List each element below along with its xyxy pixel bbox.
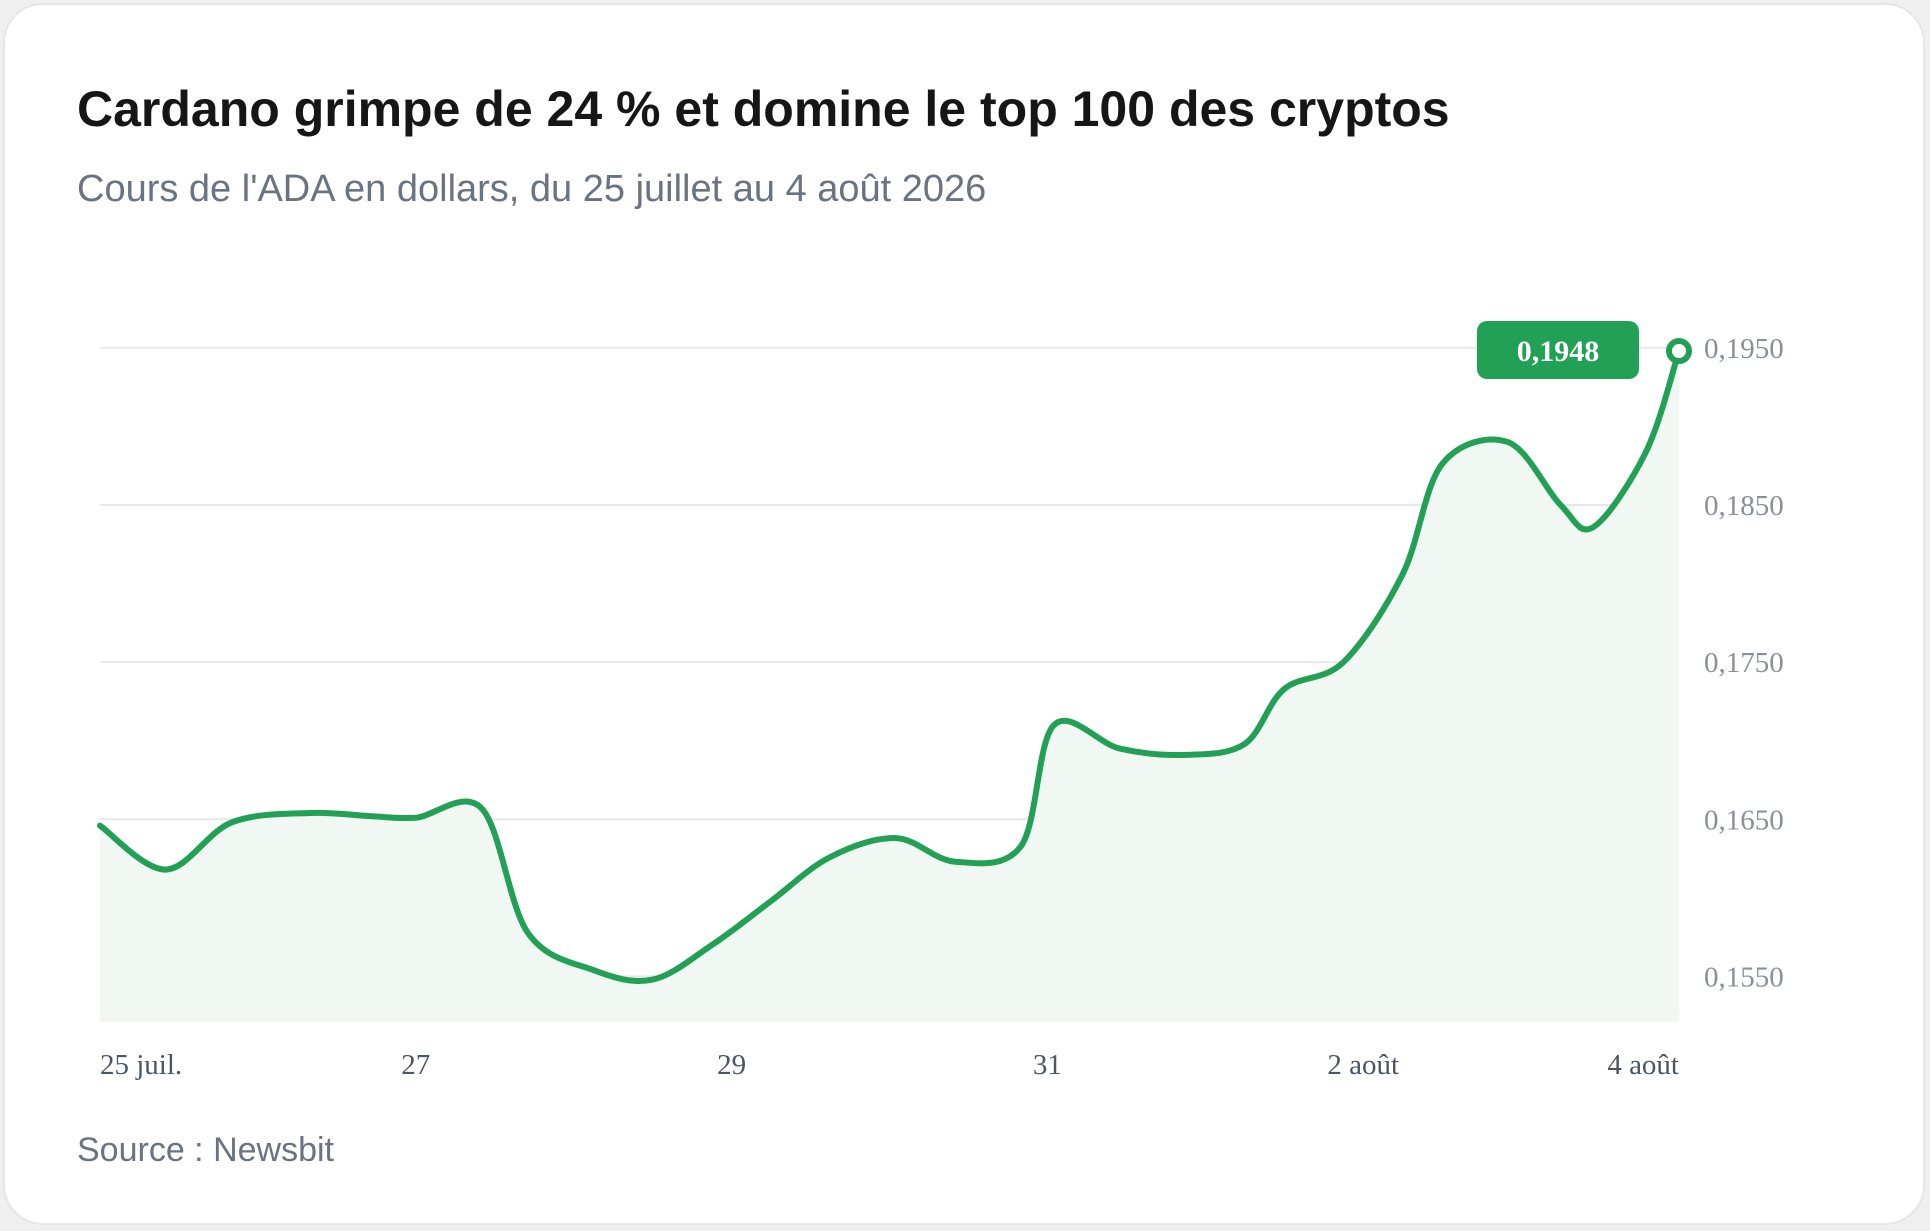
data-point — [367, 813, 373, 819]
data-point — [952, 859, 958, 865]
data-point — [1505, 439, 1511, 445]
y-tick-label: 0,1550 — [1704, 961, 1784, 993]
source-note: Source : Newsbit — [77, 1131, 334, 1169]
last-point-marker — [1666, 338, 1692, 364]
data-point — [1558, 502, 1564, 508]
x-tick-label: 4 août — [1607, 1049, 1679, 1081]
data-point — [1590, 524, 1596, 530]
data-point — [590, 967, 596, 973]
x-tick-label: 25 juil. — [100, 1049, 182, 1081]
price-line — [97, 348, 1682, 984]
price-area — [100, 351, 1679, 1022]
data-point — [650, 977, 656, 983]
data-point — [1439, 461, 1445, 467]
chart-subtitle: Cours de l'ADA en dollars, du 25 juillet… — [77, 168, 987, 210]
y-tick-label: 0,1650 — [1704, 804, 1784, 836]
y-tick-label: 0,1850 — [1704, 490, 1784, 522]
data-point — [1340, 659, 1346, 665]
x-tick-label: 29 — [717, 1049, 746, 1081]
data-point — [97, 823, 103, 829]
x-tick-label: 27 — [401, 1049, 430, 1081]
data-point — [1400, 571, 1406, 577]
data-point — [1281, 686, 1287, 692]
chart-title: Cardano grimpe de 24 % et domine le top … — [77, 81, 1450, 137]
data-point — [768, 898, 774, 904]
data-point — [893, 835, 899, 841]
data-point — [413, 815, 419, 821]
y-tick-label: 0,1950 — [1704, 333, 1784, 365]
x-tick-label: 31 — [1033, 1049, 1062, 1081]
data-point — [709, 942, 715, 948]
data-point — [479, 805, 485, 811]
data-point — [1117, 746, 1123, 752]
data-point — [1051, 722, 1057, 728]
data-point — [229, 819, 235, 825]
x-tick-label: 2 août — [1327, 1049, 1399, 1081]
data-point — [1018, 843, 1024, 849]
last-value-label: 0,1948 — [1517, 335, 1600, 368]
y-tick-label: 0,1750 — [1704, 647, 1784, 679]
data-point — [1643, 449, 1649, 455]
data-point — [827, 854, 833, 860]
data-point — [1183, 752, 1189, 758]
data-point — [308, 810, 314, 816]
data-point — [525, 929, 531, 935]
data-point — [163, 867, 169, 873]
data-point — [1242, 741, 1248, 747]
last-value-badge — [1477, 321, 1639, 379]
